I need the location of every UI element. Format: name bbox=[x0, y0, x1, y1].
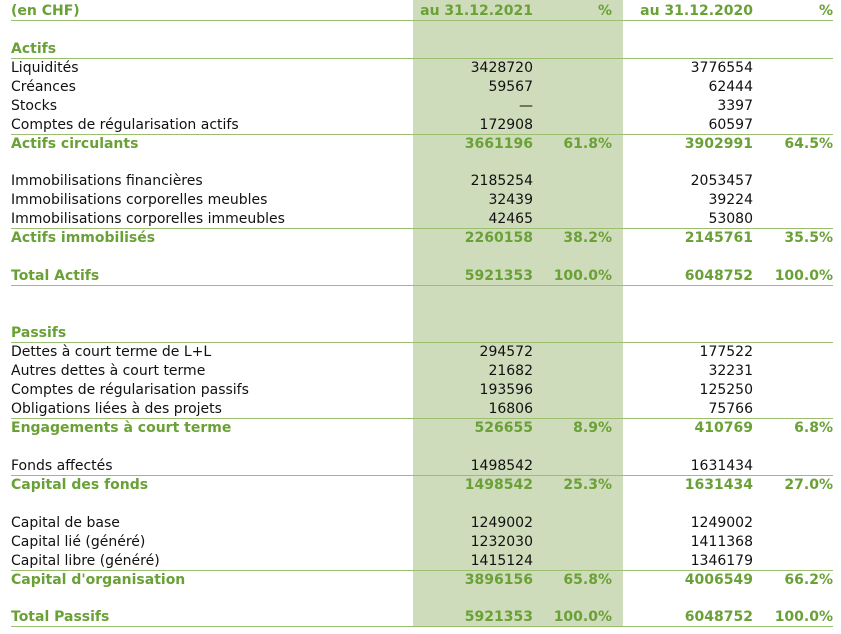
table-row: Immobilisations corporelles immeubles 42… bbox=[11, 210, 833, 229]
subtotal-engagements: Engagements à court terme 526655 8.9% 41… bbox=[11, 420, 833, 436]
unit-label: (en CHF) bbox=[11, 3, 80, 19]
section-title-actifs: Actifs bbox=[11, 40, 833, 59]
table-row: Comptes de régularisation passifs 193596… bbox=[11, 382, 753, 398]
subtotal-capital-fonds: Capital des fonds 1498542 25.3% 1631434 … bbox=[11, 477, 833, 493]
subtotal-actifs-immobilises: Actifs immobilisés 2260158 38.2% 2145761… bbox=[11, 230, 833, 246]
highlight-column-2021 bbox=[413, 0, 623, 627]
table-row: Obligations liées à des projets 16806 75… bbox=[11, 400, 833, 419]
section-title-passifs: Passifs bbox=[11, 324, 833, 343]
subtotal-actifs-circulants: Actifs circulants 3661196 61.8% 3902991 … bbox=[11, 136, 833, 152]
header-2021: au 31.12.2021 bbox=[420, 3, 533, 19]
total-actifs: Total Actifs 5921353 100.0% 6048752 100.… bbox=[11, 268, 833, 286]
table-row: Capital libre (généré) 1415124 1346179 bbox=[11, 552, 833, 571]
table-row: Stocks — 3397 bbox=[11, 98, 753, 114]
table-row: Fonds affectés 1498542 1631434 bbox=[11, 457, 833, 476]
table-row: Autres dettes à court terme 21682 32231 bbox=[11, 363, 753, 379]
subtotal-capital-organisation: Capital d'organisation 3896156 65.8% 400… bbox=[11, 572, 833, 588]
table-row: Capital de base 1249002 1249002 bbox=[11, 515, 753, 531]
total-passifs: Total Passifs 5921353 100.0% 6048752 100… bbox=[11, 609, 833, 627]
table-header: (en CHF) au 31.12.2021 % au 31.12.2020 % bbox=[11, 2, 833, 21]
table-row: Liquidités 3428720 3776554 bbox=[11, 60, 753, 76]
table-row: Immobilisations financières 2185254 2053… bbox=[11, 173, 753, 189]
table-row: Comptes de régularisation actifs 172908 … bbox=[11, 116, 833, 135]
table-row: Capital lié (généré) 1232030 1411368 bbox=[11, 534, 753, 550]
table-row: Dettes à court terme de L+L 294572 17752… bbox=[11, 344, 753, 360]
header-pct-2021: % bbox=[597, 3, 612, 19]
table-row: Immobilisations corporelles meubles 3243… bbox=[11, 192, 753, 208]
header-2020: au 31.12.2020 bbox=[640, 3, 753, 19]
table-row: Créances 59567 62444 bbox=[11, 79, 753, 95]
header-pct-2020: % bbox=[818, 3, 833, 19]
